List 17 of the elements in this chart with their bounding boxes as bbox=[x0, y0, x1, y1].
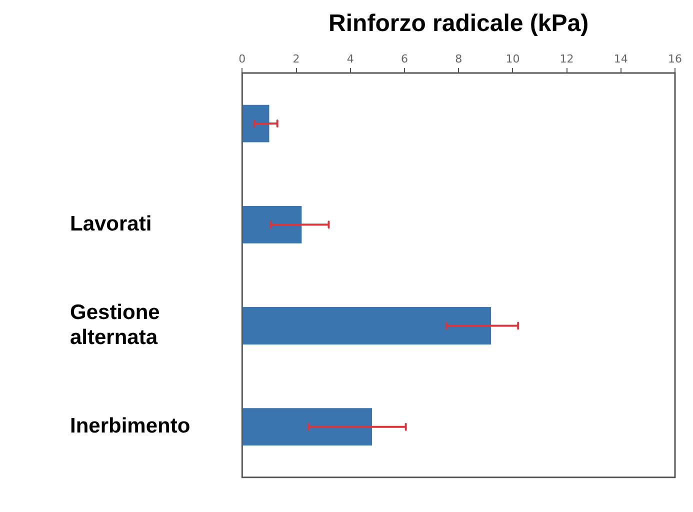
bar bbox=[242, 206, 302, 244]
x-tick-label: 0 bbox=[238, 52, 246, 66]
x-tick-label: 10 bbox=[506, 52, 520, 66]
x-axis-title: Rinforzo radicale (kPa) bbox=[328, 10, 589, 38]
x-tick-label: 4 bbox=[346, 52, 354, 66]
x-tick-label: 6 bbox=[400, 52, 408, 66]
bar bbox=[242, 104, 270, 142]
x-tick-label: 2 bbox=[292, 52, 300, 66]
y-tick-label: Gestione alternata bbox=[70, 300, 160, 350]
x-tick-label: 16 bbox=[668, 52, 682, 66]
bar bbox=[242, 307, 492, 344]
x-tick-label: 14 bbox=[614, 52, 628, 66]
x-tick-label: 8 bbox=[455, 52, 462, 66]
y-tick-label: Lavorati bbox=[70, 212, 152, 236]
y-tick-label: Inerbimento bbox=[70, 414, 190, 438]
bar bbox=[242, 408, 372, 446]
x-tick-label: 12 bbox=[560, 52, 574, 66]
